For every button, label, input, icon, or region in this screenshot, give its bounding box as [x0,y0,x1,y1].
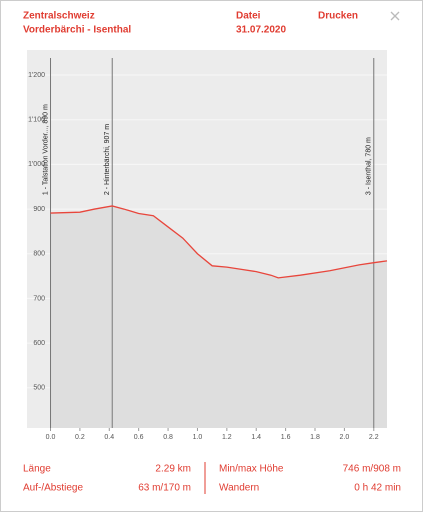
y-tick-label: 900 [33,206,45,213]
x-tick-label: 0.2 [75,434,85,441]
length: 2.29 km [155,464,191,475]
x-tick-label: 1.8 [310,434,320,441]
date: 31.07.2020 [236,25,286,36]
y-tick-label: 1'100 [28,117,45,124]
minmax: 746 m/908 m [343,464,401,475]
updown: 63 m/170 m [138,483,191,494]
print-link[interactable]: Drucken [318,11,358,22]
region: Zentralschweiz [23,11,95,22]
x-tick-label: 2.0 [340,434,350,441]
y-tick-label: 1'200 [28,72,45,79]
area [50,205,388,428]
waypoint-label: 2 - Hinterbärchi, 907 m [104,124,111,195]
y-tick-label: 600 [33,340,45,347]
x-tick-label: 0.8 [163,434,173,441]
x-tick-label: 0.6 [134,434,144,441]
x-tick-label: 0.4 [104,434,114,441]
hike: 0 h 42 min [354,483,401,494]
file-link[interactable]: Datei [236,11,261,22]
x-tick-label: 1.6 [281,434,291,441]
x-tick-label: 1.4 [251,434,261,441]
y-tick-label: 500 [33,385,45,392]
x-tick-label: 0.0 [46,434,56,441]
updown-label: Auf-/Abstiege [23,483,83,494]
y-tick-label: 700 [33,295,45,302]
y-tick-label: 1'000 [28,161,45,168]
route: Vorderbärchi - Isenthal [23,25,131,36]
length-label: Länge [23,464,51,475]
hike-label: Wandern [219,483,259,494]
profile-line [50,205,388,279]
waypoint-label: 3 - Isenthal, 780 m [366,137,373,195]
minmax-label: Min/max Höhe [219,464,284,475]
y-tick-label: 800 [33,251,45,258]
x-tick-label: 1.0 [193,434,203,441]
close-button[interactable] [390,11,400,21]
x-tick-label: 1.2 [222,434,232,441]
x-tick-label: 2.2 [369,434,379,441]
waypoint-label: 1 - Talstation Vorder..., 890 m [42,104,49,195]
